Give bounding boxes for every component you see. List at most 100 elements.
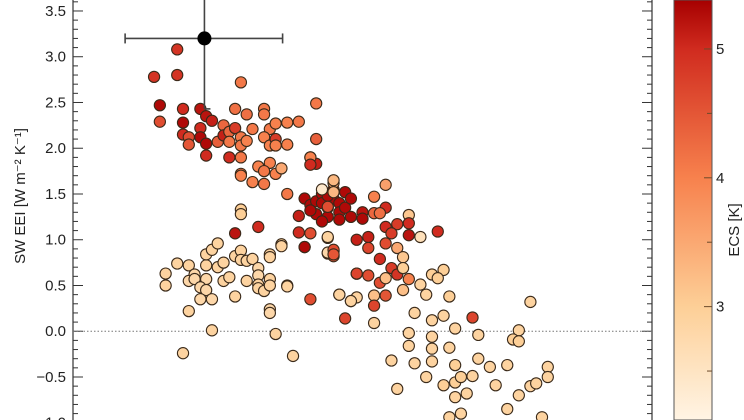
data-point [228, 290, 242, 303]
data-point [315, 183, 329, 196]
data-point [466, 369, 479, 383]
colorbar-label: ECS [K] [726, 203, 743, 256]
data-point [396, 283, 410, 297]
data-point [240, 108, 253, 121]
data-point [240, 274, 253, 288]
data-point [269, 327, 282, 341]
data-point [402, 339, 415, 353]
data-point [391, 218, 404, 231]
data-point [205, 114, 219, 127]
data-point [205, 293, 219, 306]
data-point [524, 295, 537, 309]
data-point [431, 272, 444, 285]
data-point [379, 272, 392, 285]
data-point [171, 68, 184, 82]
data-point [437, 309, 450, 322]
data-point [153, 99, 166, 112]
data-point [315, 215, 329, 228]
data-point [454, 370, 468, 384]
data-point [327, 186, 340, 199]
data-point [420, 288, 433, 301]
colorbar: 3 4 5 [673, 0, 724, 420]
data-point [350, 233, 363, 246]
axes: −1.0 −0.5 0.0 0.5 1.0 1.5 2.0 2.5 3.0 3.5 [36, 0, 653, 420]
data-point [373, 207, 387, 220]
data-point [396, 261, 410, 275]
data-point [437, 379, 450, 392]
data-point [182, 304, 195, 318]
data-point [327, 174, 340, 187]
data-point [234, 207, 248, 221]
data-point [263, 279, 277, 292]
y-tick-label: 1.5 [45, 186, 66, 203]
data-point [448, 358, 462, 372]
data-point [425, 314, 439, 327]
y-tick-label: 1.0 [45, 232, 66, 249]
data-points [147, 43, 554, 420]
data-point [252, 220, 265, 234]
colorbar-tick-label: 5 [716, 41, 724, 58]
data-point [200, 137, 213, 150]
data-point [263, 306, 277, 320]
data-point [310, 97, 323, 110]
y-tick-label: 2.5 [45, 94, 66, 111]
y-tick-label: 0.5 [45, 277, 66, 294]
observation-marker [124, 0, 284, 110]
data-point [269, 117, 282, 130]
y-axis-label: SW EEI [W m⁻² K⁻¹] [12, 128, 29, 264]
data-point [223, 271, 236, 284]
data-point [281, 116, 294, 129]
data-point [321, 230, 334, 244]
data-point [414, 230, 427, 244]
data-point [501, 358, 514, 372]
data-point [310, 132, 323, 146]
y-tick-label: 3.5 [45, 3, 66, 20]
data-point [176, 347, 190, 360]
data-point [333, 288, 346, 301]
data-point [367, 299, 381, 312]
data-point [292, 115, 305, 128]
data-point [443, 290, 456, 303]
data-point [448, 390, 462, 404]
data-point [425, 330, 439, 343]
data-point [327, 248, 340, 261]
data-point [362, 230, 375, 244]
data-point [396, 250, 410, 264]
data-point [501, 402, 514, 416]
data-point [367, 316, 381, 330]
data-point [292, 209, 305, 223]
data-point [402, 272, 415, 286]
data-point [385, 354, 398, 367]
data-point [246, 252, 259, 266]
data-point [147, 70, 161, 84]
data-point [194, 293, 207, 306]
data-point [367, 190, 381, 203]
data-point [541, 370, 554, 384]
data-point [472, 352, 485, 365]
data-point [298, 240, 311, 254]
data-point [483, 360, 497, 374]
data-point [228, 102, 242, 116]
data-point [385, 227, 398, 240]
data-point [246, 122, 259, 136]
data-point [443, 411, 456, 420]
data-point [489, 379, 502, 392]
data-point [338, 312, 352, 325]
data-point [408, 306, 421, 320]
data-point [275, 239, 288, 253]
data-point [391, 241, 404, 255]
data-point [275, 162, 288, 175]
data-point [304, 204, 317, 217]
data-point [153, 115, 166, 128]
data-point [530, 377, 543, 390]
data-point [402, 229, 415, 242]
data-point [362, 241, 375, 255]
data-point [171, 257, 184, 270]
data-point [217, 256, 230, 269]
data-point [159, 279, 172, 292]
y-tick-label: 2.0 [45, 140, 66, 157]
data-point [257, 108, 271, 121]
data-point [176, 116, 190, 129]
data-point [454, 407, 468, 420]
data-point [281, 138, 294, 151]
